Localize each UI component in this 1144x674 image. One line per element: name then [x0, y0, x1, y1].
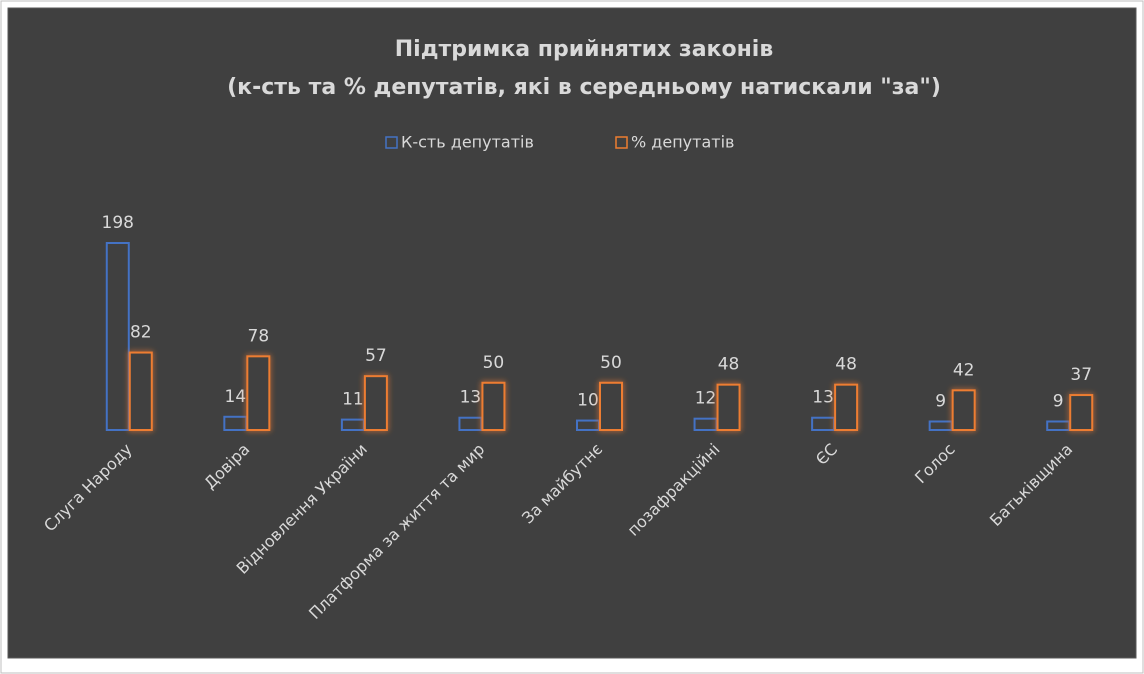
bar: [1069, 394, 1094, 431]
data-label: 42: [953, 360, 975, 380]
legend-label: % депутатів: [631, 133, 734, 152]
bar: [128, 351, 153, 431]
data-label: 10: [577, 391, 599, 411]
data-label: 48: [718, 355, 740, 375]
data-label: 11: [342, 390, 364, 410]
data-label: 13: [460, 388, 482, 408]
data-label: 50: [600, 353, 622, 373]
data-label: 37: [1070, 365, 1092, 385]
data-label: 57: [365, 346, 387, 366]
data-label: 82: [130, 323, 152, 343]
bar: [576, 419, 600, 431]
data-label: 9: [935, 392, 946, 412]
bar: [693, 417, 718, 431]
data-label: 78: [248, 326, 270, 346]
chart-title: Підтримка прийнятих законів: [395, 37, 774, 62]
legend-swatch: [615, 136, 628, 149]
chart-subtitle: (к-сть та % депутатів, які в середньому …: [227, 75, 941, 100]
data-label: 50: [483, 353, 505, 373]
bar: [716, 383, 741, 431]
data-label: 198: [102, 213, 134, 233]
bar: [834, 383, 859, 431]
data-label: 48: [835, 355, 857, 375]
bar: [928, 420, 953, 431]
bar: [1046, 420, 1071, 431]
bar: [105, 242, 130, 431]
data-label: 12: [695, 389, 717, 409]
chart-area: [7, 7, 1137, 659]
data-label: 14: [225, 387, 247, 407]
bar: [363, 375, 388, 431]
bar: [811, 416, 836, 432]
data-label: 13: [812, 388, 834, 408]
data-label: 9: [1053, 392, 1064, 412]
legend-swatch: [385, 136, 398, 149]
legend: К-сть депутатів % депутатів: [385, 133, 734, 152]
bar: [340, 418, 365, 432]
bar: [481, 381, 506, 431]
legend-label: К-сть депутатів: [401, 133, 534, 152]
bar: [458, 416, 483, 432]
bar: [223, 415, 248, 431]
bar: [246, 355, 271, 432]
bar: [951, 389, 976, 432]
bar: [599, 381, 623, 431]
